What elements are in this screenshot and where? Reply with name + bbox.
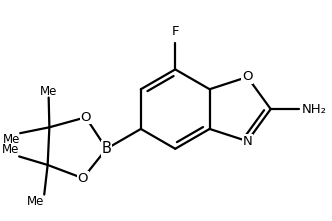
Text: Me: Me	[3, 133, 20, 146]
Text: Me: Me	[40, 84, 57, 97]
Text: Me: Me	[2, 143, 19, 156]
Text: O: O	[80, 111, 91, 124]
Text: F: F	[172, 25, 179, 38]
Text: O: O	[78, 172, 88, 185]
Text: Me: Me	[27, 194, 44, 208]
Text: N: N	[242, 135, 252, 148]
Text: NH₂: NH₂	[302, 103, 327, 116]
Text: B: B	[102, 141, 112, 156]
Text: O: O	[242, 70, 253, 84]
